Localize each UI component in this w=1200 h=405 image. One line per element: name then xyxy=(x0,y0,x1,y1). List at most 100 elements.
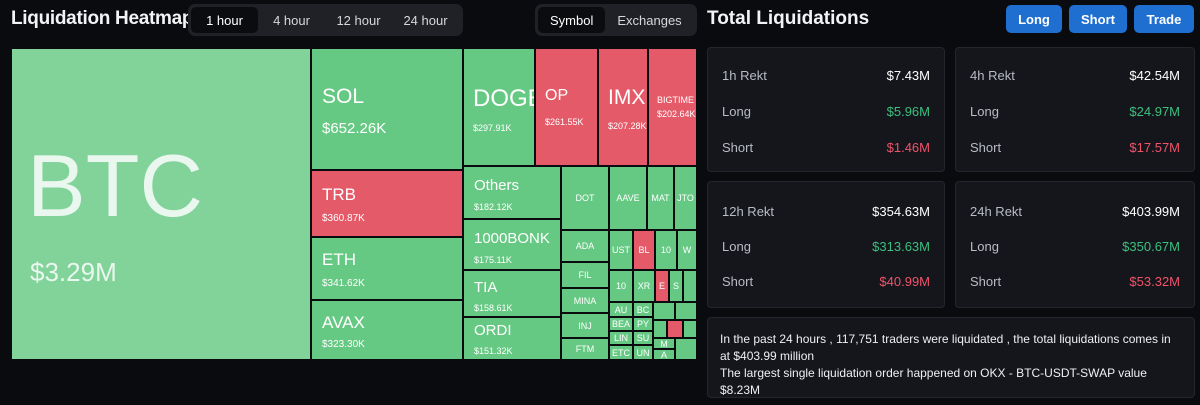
tab-24-hour[interactable]: 24 hour xyxy=(403,12,448,28)
tile-symbol: BTC xyxy=(27,136,203,235)
trade-button[interactable]: Trade xyxy=(1134,5,1194,33)
heatmap-tile-m[interactable]: M xyxy=(653,338,675,349)
heatmap-tile-sol[interactable]: SOL $652.26K xyxy=(311,48,463,170)
liquidation-summary: In the past 24 hours , 117,751 traders w… xyxy=(707,317,1195,398)
heatmap-tile-dot[interactable]: DOT xyxy=(561,166,609,230)
tile-symbol: 10 xyxy=(660,245,671,255)
card-12h-rekt: 12h Rekt $354.63M Long $313.63M Short $4… xyxy=(707,181,945,308)
card-label: 12h Rekt xyxy=(722,204,775,219)
heatmap-tile-eth[interactable]: ETH $341.62K xyxy=(311,237,463,300)
short-value: $40.99M xyxy=(879,274,930,289)
long-value: $350.67M xyxy=(1122,239,1180,254)
heatmap-tile-bl[interactable]: BL xyxy=(633,230,655,270)
tile-symbol: 10 xyxy=(615,281,626,291)
heatmap-tile-aave[interactable]: AAVE xyxy=(609,166,647,230)
tab-12-hour[interactable]: 12 hour xyxy=(336,12,381,28)
card-total: $42.54M xyxy=(1129,68,1180,83)
heatmap-tile-bea[interactable]: BEA xyxy=(609,317,633,331)
tile-symbol: IMX xyxy=(608,86,646,109)
tile-value: $202.64K xyxy=(657,109,696,119)
long-button[interactable]: Long xyxy=(1006,5,1062,33)
heatmap-tile-a[interactable]: A xyxy=(653,349,675,360)
tile-symbol: ORDI xyxy=(474,322,512,339)
heatmap-tile-minor[interactable] xyxy=(683,320,697,338)
heatmap-tile-w[interactable]: W xyxy=(677,230,697,270)
tile-symbol: FIL xyxy=(578,270,592,280)
heatmap-tile-lin[interactable]: LIN xyxy=(609,331,633,345)
tile-symbol: TIA xyxy=(474,279,498,296)
tab-1-hour[interactable]: 1 hour xyxy=(191,7,258,33)
heatmap-tile-imx[interactable]: IMX $207.28K xyxy=(598,48,648,166)
tile-symbol: BC xyxy=(636,304,650,315)
heatmap-tile-op[interactable]: OP $261.55K xyxy=(535,48,598,166)
heatmap-tile-tia[interactable]: TIA $158.61K xyxy=(463,270,561,317)
heatmap-tile-10[interactable]: 10 xyxy=(655,230,677,270)
tile-symbol: INJ xyxy=(578,320,592,331)
tile-symbol: XR xyxy=(637,281,651,291)
heatmap-tile-others[interactable]: Others $182.12K xyxy=(463,166,561,219)
tile-value: $207.28K xyxy=(608,121,647,131)
tile-symbol: OP xyxy=(545,87,569,104)
heatmap-tile-ordi[interactable]: ORDI $151.32K xyxy=(463,317,561,360)
heatmap-tile-minor[interactable] xyxy=(653,320,667,338)
heatmap-tile-trb[interactable]: TRB $360.87K xyxy=(311,170,463,237)
heatmap-tile-minor[interactable] xyxy=(667,320,683,338)
heatmap-tile-ust[interactable]: UST xyxy=(609,230,633,270)
heatmap-tile-e[interactable]: E xyxy=(655,270,669,302)
long-value: $24.97M xyxy=(1129,104,1180,119)
card-1h-rekt: 1h Rekt $7.43M Long $5.96M Short $1.46M xyxy=(707,47,945,172)
heatmap-tile-ada[interactable]: ADA xyxy=(561,230,609,262)
liquidation-heatmap: BTC $3.29M SOL $652.26K TRB $360.87K ETH $341.6… xyxy=(11,48,697,360)
heatmap-tile-minor[interactable] xyxy=(675,302,697,320)
heatmap-tile-s[interactable]: S xyxy=(669,270,683,302)
short-button[interactable]: Short xyxy=(1069,5,1127,33)
tile-symbol: MINA xyxy=(573,295,597,306)
heatmap-tile-au[interactable]: AU xyxy=(609,302,633,317)
heatmap-tile-un[interactable]: UN xyxy=(633,345,653,360)
summary-line-2: The largest single liquidation order hap… xyxy=(720,366,1147,397)
tile-symbol: E xyxy=(658,281,665,291)
heatmap-tile-ftm[interactable]: FTM xyxy=(561,338,609,360)
heatmap-tile-py[interactable]: PY xyxy=(633,317,653,331)
time-range-selector: 1 hour 4 hour 12 hour 24 hour xyxy=(188,4,463,36)
tile-symbol: LIN xyxy=(613,333,628,343)
heatmap-tile-xr[interactable]: XR xyxy=(633,270,655,302)
page-title: Liquidation Heatmap xyxy=(11,8,194,29)
heatmap-tile-10[interactable]: 10 xyxy=(609,270,633,302)
heatmap-tile-jto[interactable]: JTO xyxy=(674,166,697,230)
tile-value: $261.55K xyxy=(545,117,584,127)
card-24h-rekt: 24h Rekt $403.99M Long $350.67M Short $5… xyxy=(955,181,1195,308)
short-label: Short xyxy=(722,274,754,289)
summary-line-1: In the past 24 hours , 117,751 traders w… xyxy=(720,332,1171,363)
heatmap-tile-mat[interactable]: MAT xyxy=(647,166,674,230)
heatmap-tile-etc[interactable]: ETC xyxy=(609,345,633,360)
tile-symbol: UN xyxy=(636,347,650,358)
heatmap-tile-1000bonk[interactable]: 1000BONK $175.11K xyxy=(463,219,561,270)
view-selector: Symbol Exchanges xyxy=(535,4,697,36)
tab-symbol[interactable]: Symbol xyxy=(538,7,606,33)
tab-4-hour[interactable]: 4 hour xyxy=(273,12,310,28)
heatmap-tile-su[interactable]: SU xyxy=(633,331,653,345)
tile-value: $360.87K xyxy=(322,213,365,224)
tile-symbol: DOGE xyxy=(473,85,534,112)
heatmap-tile-minor[interactable] xyxy=(675,338,697,360)
tab-exchanges[interactable]: Exchanges xyxy=(617,12,682,28)
heatmap-tile-mina[interactable]: MINA xyxy=(561,288,609,313)
heatmap-tile-fil[interactable]: FIL xyxy=(561,262,609,288)
card-total: $7.43M xyxy=(886,68,930,83)
heatmap-tile-bigtime[interactable]: BIGTIME $202.64K xyxy=(648,48,697,166)
card-label: 24h Rekt xyxy=(970,204,1023,219)
tile-symbol: MAT xyxy=(651,193,670,203)
heatmap-tile-minor[interactable] xyxy=(653,302,675,320)
tile-value: $341.62K xyxy=(322,278,365,289)
tile-symbol: ADA xyxy=(575,241,595,251)
heatmap-tile-minor[interactable] xyxy=(683,270,697,302)
tile-symbol: BL xyxy=(638,245,650,255)
heatmap-tile-avax[interactable]: AVAX $323.30K xyxy=(311,300,463,360)
heatmap-tile-bc[interactable]: BC xyxy=(633,302,653,317)
short-label: Short xyxy=(970,140,1002,155)
tile-symbol: Others xyxy=(474,177,520,194)
heatmap-tile-btc[interactable]: BTC $3.29M xyxy=(11,48,311,360)
heatmap-tile-inj[interactable]: INJ xyxy=(561,313,609,338)
heatmap-tile-doge[interactable]: DOGE $297.91K xyxy=(463,48,535,166)
